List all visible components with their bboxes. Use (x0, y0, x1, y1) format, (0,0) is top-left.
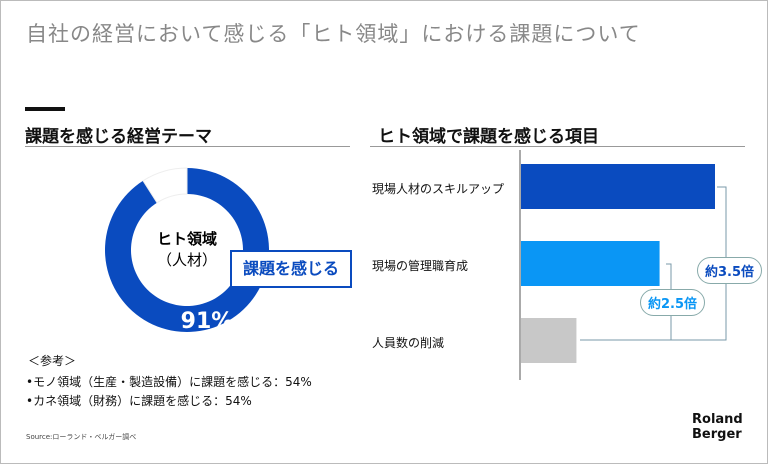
bar-label: 現場人材のスキルアップ (372, 182, 505, 196)
note-item: •モノ領域（生産・製造設備）に課題を感じる：54% (26, 375, 312, 389)
donut-chart (105, 167, 269, 332)
right-heading: ヒト領域で課題を感じる項目 (378, 127, 599, 147)
callout-box: 課題を感じる (230, 250, 352, 288)
left-heading: 課題を感じる経営テーマ (25, 127, 212, 147)
bar-label: 現場の管理職育成 (372, 259, 469, 273)
slide-title: 自社の経営において感じる「ヒト領域」における課題について (26, 22, 641, 46)
donut-percent-label: 91% (181, 309, 234, 334)
source-note: Source:ローランド・ベルガー調べ (26, 433, 137, 441)
bar-chart (521, 164, 715, 363)
note-item: •カネ領域（財務）に課題を感じる：54% (26, 394, 252, 408)
note-heading: ＜参考＞ (28, 354, 77, 368)
ratio-badge: 約3.5倍 (697, 257, 763, 284)
left-rule (25, 146, 350, 147)
bar (521, 164, 715, 209)
right-rule (370, 146, 745, 147)
donut-center-sublabel: （人材） (157, 251, 217, 269)
donut-slice (142, 167, 188, 204)
donut-center-label: ヒト領域 (157, 230, 217, 248)
bar (521, 318, 577, 363)
bar (521, 241, 660, 286)
donut-slice (105, 168, 269, 332)
ratio-badge: 約2.5倍 (640, 289, 706, 316)
accent-bar (25, 107, 65, 111)
logo: Roland Berger (692, 412, 743, 442)
bar-label: 人員数の削減 (372, 336, 445, 350)
